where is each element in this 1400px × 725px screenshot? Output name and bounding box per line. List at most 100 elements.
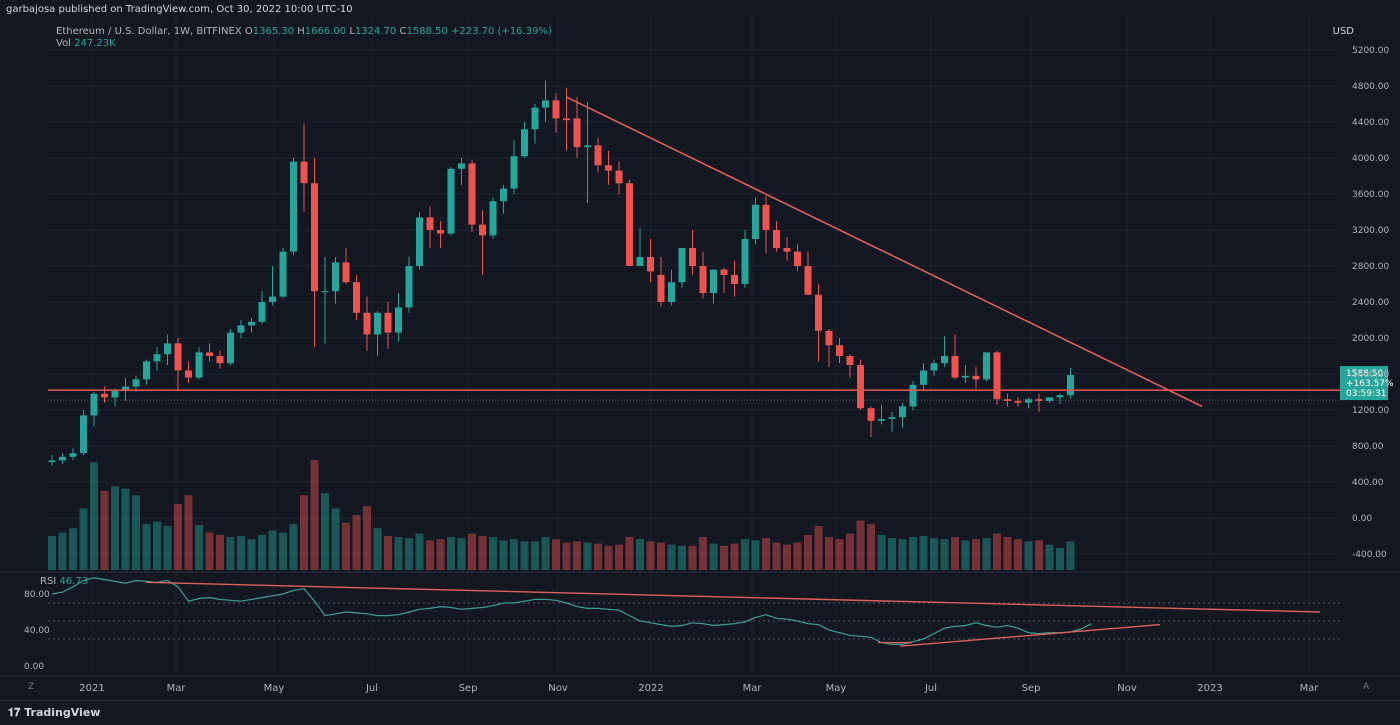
price-tag-price: 1588.50 — [1346, 369, 1383, 379]
volume-bar — [394, 537, 403, 570]
tradingview-logo[interactable]: 𝟏𝟕 TradingView — [8, 706, 100, 720]
currency-label: USD — [1332, 26, 1354, 37]
time-tick-label: Jul — [924, 683, 937, 694]
volume-bar — [541, 537, 550, 570]
volume-bar — [489, 537, 497, 570]
candle-body — [647, 257, 654, 272]
candle-body — [206, 352, 213, 356]
candle-body — [563, 118, 570, 121]
candle-body — [248, 321, 255, 326]
volume-bar — [184, 495, 193, 570]
candle-body — [111, 390, 119, 398]
price-tick-label: 0.00 — [1352, 514, 1372, 524]
footer-bar: 𝟏𝟕 TradingView — [0, 700, 1400, 725]
candle-body — [794, 251, 801, 266]
candle-body — [815, 294, 822, 331]
candle-body — [216, 356, 224, 364]
candle-body — [80, 415, 87, 454]
rsi-legend[interactable]: RSI 46.73 — [40, 576, 88, 587]
time-tick-label: 2021 — [79, 683, 104, 694]
open-value: 1365.30 — [252, 26, 295, 37]
candle-body — [752, 204, 759, 239]
price-tick-label: 5200.00 — [1352, 46, 1389, 56]
tradingview-wordmark: TradingView — [24, 706, 101, 719]
price-tick-label: 4800.00 — [1352, 82, 1389, 92]
candle-body — [762, 204, 770, 230]
volume-bar — [751, 540, 760, 570]
candle-body — [531, 107, 539, 130]
candle-body — [69, 453, 77, 457]
volume-bar — [972, 539, 980, 570]
symbol-legend[interactable]: Ethereum / U.S. Dollar, 1W, BITFINEX O13… — [56, 26, 552, 37]
candle-body — [332, 262, 339, 292]
candle-body — [594, 145, 602, 166]
volume-bar — [909, 537, 917, 570]
volume-bar — [720, 545, 728, 570]
candle-body — [825, 330, 833, 346]
volume-bar — [762, 538, 770, 570]
volume-bar — [1003, 537, 1012, 570]
candle-body — [510, 156, 518, 189]
volume-bar — [951, 537, 959, 570]
candle-body — [584, 145, 591, 148]
time-tick-label: Nov — [1117, 683, 1137, 694]
price-tick-label: 2400.00 — [1352, 298, 1389, 308]
rsi-line — [51, 577, 1092, 646]
volume-bar — [793, 542, 802, 570]
candle-body — [48, 460, 56, 463]
candle-body — [132, 379, 140, 387]
candle-body — [258, 302, 266, 322]
volume-bar — [331, 508, 340, 570]
candle-body — [689, 248, 696, 266]
volume-bar — [1035, 540, 1043, 570]
drawings: 1588.50+163.57%03:59:31 — [48, 96, 1394, 408]
volume-legend[interactable]: Vol 247.23K — [56, 38, 116, 49]
candle-body — [143, 361, 150, 380]
volume-bar — [636, 539, 644, 570]
volume-bar — [415, 533, 424, 570]
volume-bar — [384, 535, 392, 570]
time-tick-label: Mar — [1300, 683, 1320, 694]
volume-bar — [877, 534, 886, 570]
candle-body — [573, 118, 581, 148]
time-tick-label: May — [826, 683, 847, 694]
candle-body — [951, 356, 959, 378]
candle-body — [311, 183, 318, 292]
volume-bar — [216, 534, 224, 570]
time-axis-zoom-icon[interactable]: Z — [28, 682, 35, 692]
volume-bar — [289, 523, 298, 570]
price-tick-label: 800.00 — [1352, 442, 1384, 452]
volume-bar — [604, 545, 613, 570]
volume-bar — [132, 495, 140, 570]
volume-bar — [615, 544, 623, 570]
volume-bar — [499, 540, 508, 570]
candle-body — [899, 406, 906, 418]
candle-body — [941, 356, 948, 364]
candle-body — [405, 266, 413, 308]
candle-body — [615, 170, 623, 184]
volume-bar — [163, 526, 172, 570]
high-label: H — [297, 26, 305, 37]
price-tag-countdown: 03:59:31 — [1346, 389, 1386, 399]
candle-body — [458, 163, 465, 169]
change-value: +223.70 (+16.39%) — [450, 26, 552, 37]
candle-body — [836, 345, 843, 356]
time-tick-label: Nov — [548, 683, 568, 694]
candle-body — [416, 217, 423, 266]
candle-body — [962, 375, 969, 378]
candlesticks — [48, 80, 1074, 466]
trendline — [565, 96, 1203, 408]
volume-bar — [919, 535, 928, 570]
candle-body — [395, 307, 402, 333]
volume-bar — [268, 530, 277, 570]
volume-bar — [741, 539, 749, 570]
volume-bar — [930, 538, 938, 570]
candle-body — [290, 161, 297, 252]
volume-bar — [174, 504, 182, 570]
candle-body — [636, 257, 644, 266]
volume-bar — [1014, 539, 1022, 570]
close-value: 1588.50 — [406, 26, 448, 37]
price-tick-label: 1200.00 — [1352, 406, 1389, 416]
auto-scale-icon[interactable]: A — [1363, 682, 1370, 692]
